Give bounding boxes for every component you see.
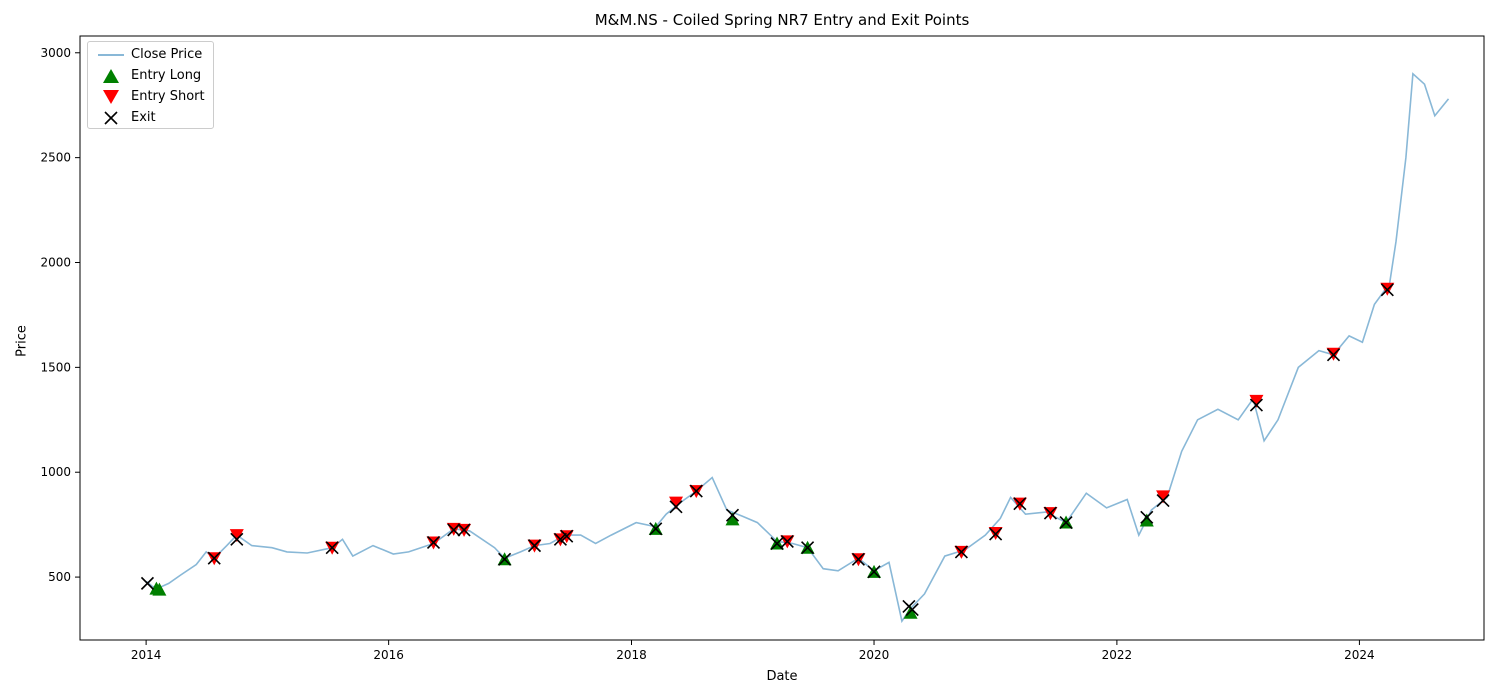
exit-marker — [649, 522, 663, 536]
chart-title: M&M.NS - Coiled Spring NR7 Entry and Exi… — [594, 11, 970, 29]
y-tick-label: 1000 — [40, 465, 71, 479]
x-axis-label: Date — [766, 669, 798, 684]
axes: 2014 2016 2018 2020 2022 2024 500 1000 1500 2000 2… — [40, 35, 1485, 662]
exit-marker — [801, 541, 815, 555]
exit-marker — [560, 529, 574, 543]
legend-label: Entry Long — [131, 68, 202, 83]
exit-marker — [669, 500, 683, 514]
exit-marker — [1013, 497, 1027, 511]
exit-marker — [689, 484, 703, 498]
exit-marker — [457, 523, 471, 537]
y-tick-label: 2500 — [40, 151, 71, 165]
entry-short-marker — [669, 496, 684, 510]
y-tick-label: 500 — [48, 570, 71, 584]
x-tick-label: 2024 — [1344, 648, 1375, 662]
plot-area — [140, 72, 1450, 624]
exit-marker — [1059, 515, 1073, 530]
triangle-down-icon — [103, 90, 119, 104]
exit-marker — [989, 527, 1003, 541]
exit-marker — [1156, 493, 1170, 508]
x-tick-label: 2014 — [131, 648, 162, 662]
entry-long-marker — [725, 512, 740, 526]
exit-marker — [230, 532, 244, 546]
x-tick-label: 2016 — [373, 648, 404, 662]
entry-short-marker — [1156, 490, 1171, 504]
exit-marker — [1249, 398, 1263, 412]
legend-label: Close Price — [131, 47, 203, 62]
y-tick-label: 2000 — [40, 256, 71, 270]
exit-marker — [207, 551, 221, 565]
legend-label: Exit — [131, 110, 156, 125]
x-tick-label: 2020 — [859, 648, 890, 662]
exit-marker — [905, 603, 919, 617]
entry-long-marker — [1139, 513, 1154, 527]
exit-marker — [954, 545, 968, 559]
exit-marker — [1380, 283, 1394, 297]
exit-marker — [867, 565, 881, 579]
x-tick-label: 2022 — [1102, 648, 1133, 662]
entry-short-marker — [229, 529, 244, 543]
exit-marker — [527, 539, 542, 553]
x-mark-icon — [104, 111, 118, 125]
legend-item-exit: Exit — [88, 108, 213, 128]
y-tick-label: 1500 — [40, 360, 71, 374]
y-tick-label: 3000 — [40, 46, 71, 60]
exit-marker — [553, 532, 567, 546]
legend-line-icon — [98, 54, 124, 56]
exit-marker — [325, 541, 339, 555]
y-axis-label: Price — [14, 325, 30, 357]
exit-marker — [780, 534, 794, 548]
entry-long-marker — [152, 582, 167, 596]
triangle-up-icon — [103, 69, 119, 83]
legend-item-close-price: Close Price — [88, 45, 213, 65]
exit-marker — [851, 552, 865, 566]
exit-marker — [447, 523, 461, 537]
exit-marker — [725, 508, 740, 522]
exit-marker — [426, 535, 441, 550]
legend-label: Entry Short — [131, 89, 205, 104]
exit-marker — [498, 552, 512, 566]
plot-frame — [79, 35, 1485, 641]
legend: Close Price Entry Long Entry Short Exit — [87, 41, 214, 129]
entry-short-marker — [1249, 394, 1264, 408]
exit-marker — [140, 576, 155, 590]
x-tick-label: 2018 — [616, 648, 647, 662]
legend-item-entry-long: Entry Long — [88, 66, 213, 86]
exit-marker — [1140, 510, 1154, 524]
exit-marker — [1326, 348, 1341, 362]
close-price-line — [145, 72, 1450, 624]
legend-item-entry-short: Entry Short — [88, 87, 213, 107]
exit-marker — [1043, 506, 1058, 520]
exit-marker — [770, 536, 784, 551]
